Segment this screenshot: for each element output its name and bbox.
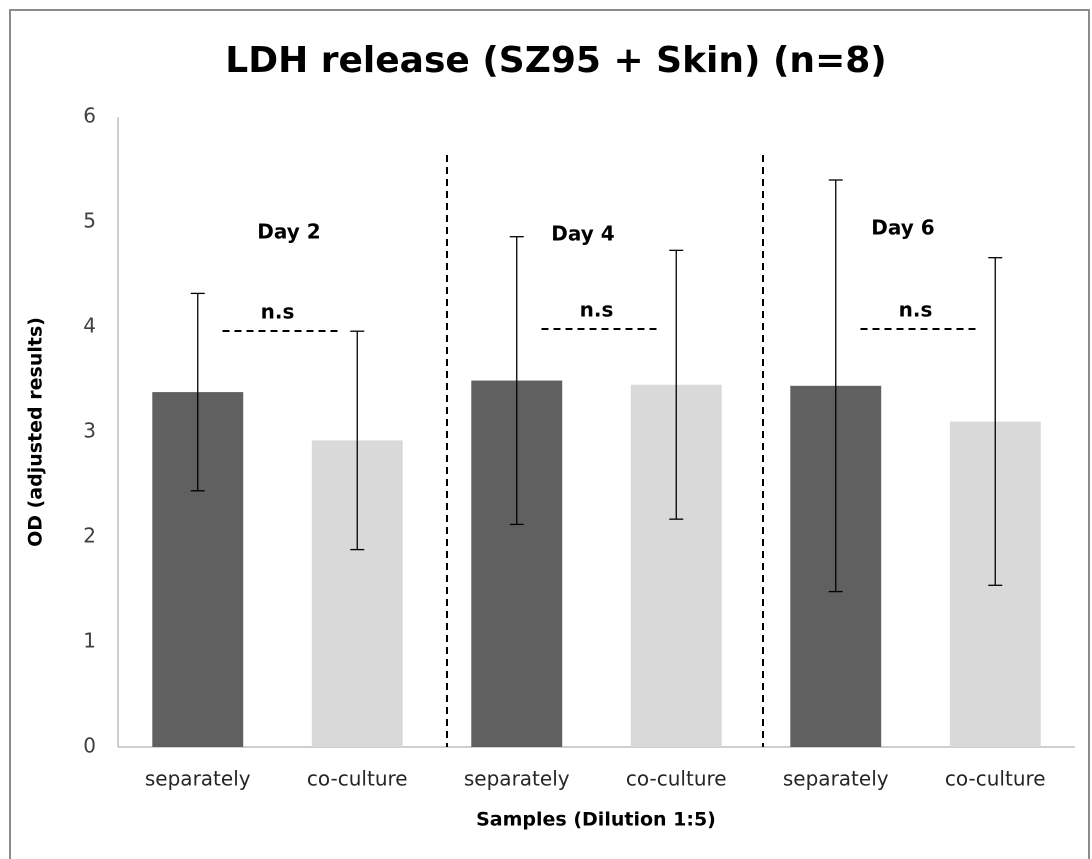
x-tick-label: separately <box>783 767 889 791</box>
x-tick-label: separately <box>145 767 251 791</box>
y-tick-label: 5 <box>83 209 96 233</box>
x-axis-label: Samples (Dilution 1:5) <box>476 809 716 831</box>
y-tick-label: 6 <box>83 104 96 128</box>
y-tick-label: 4 <box>83 314 96 338</box>
x-tick-label: co-culture <box>626 767 727 791</box>
chart-title: LDH release (SZ95 + Skin) (n=8) <box>225 40 886 81</box>
y-axis-label: OD (adjusted results) <box>25 317 47 547</box>
x-tick-label: co-culture <box>307 767 408 791</box>
significance-label: n.s <box>580 298 614 322</box>
x-tick-label: separately <box>464 767 570 791</box>
significance-label: n.s <box>261 300 295 324</box>
group-label: Day 4 <box>551 222 614 246</box>
y-tick-label: 0 <box>83 734 96 758</box>
x-tick-label: co-culture <box>945 767 1046 791</box>
y-tick-label: 1 <box>83 629 96 653</box>
significance-label: n.s <box>899 298 933 322</box>
y-tick-label: 3 <box>83 419 96 443</box>
group-label: Day 2 <box>257 220 320 244</box>
y-tick-label: 2 <box>83 524 96 548</box>
group-label: Day 6 <box>871 216 934 240</box>
